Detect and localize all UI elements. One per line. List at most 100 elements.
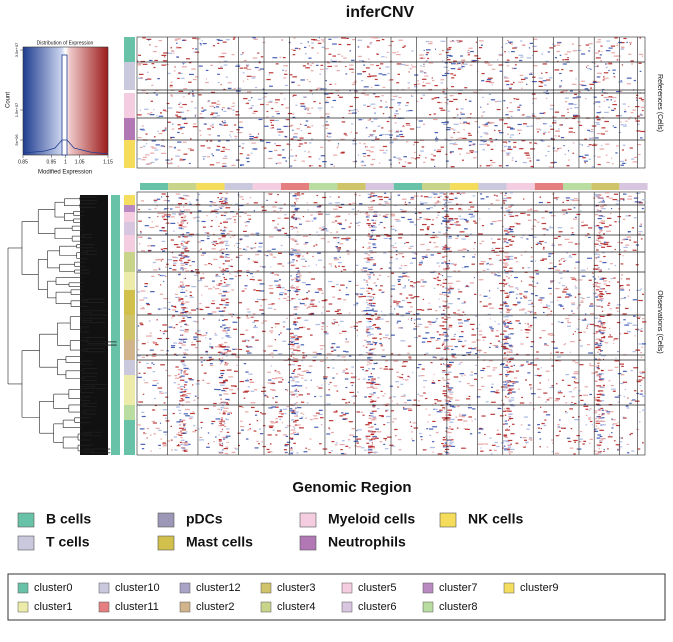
heatmap-cell bbox=[200, 357, 202, 358]
heatmap-cell bbox=[559, 273, 563, 274]
heatmap-cell bbox=[479, 40, 484, 41]
heatmap-cell bbox=[175, 311, 178, 312]
heatmap-cell bbox=[152, 140, 156, 141]
heatmap-cell bbox=[526, 238, 528, 239]
heatmap-cell bbox=[209, 357, 212, 358]
heatmap-cell bbox=[292, 76, 296, 77]
heatmap-cell bbox=[598, 237, 602, 238]
heatmap-cell bbox=[556, 352, 560, 353]
heatmap-cell bbox=[409, 82, 410, 83]
heatmap-cell bbox=[428, 414, 430, 415]
heatmap-cell bbox=[515, 57, 518, 58]
heatmap-cell bbox=[224, 423, 225, 424]
heatmap-cell bbox=[155, 46, 158, 47]
heatmap-cell bbox=[339, 290, 341, 291]
heatmap-cell bbox=[615, 249, 616, 250]
heatmap-cell bbox=[299, 48, 301, 49]
heatmap-cell bbox=[458, 363, 460, 364]
heatmap-cell bbox=[258, 119, 262, 120]
heatmap-cell bbox=[444, 218, 447, 219]
heatmap-cell bbox=[436, 348, 440, 349]
heatmap-cell bbox=[389, 199, 391, 200]
heatmap-cell bbox=[602, 127, 606, 128]
heatmap-cell bbox=[313, 101, 315, 102]
heatmap-cell bbox=[311, 300, 315, 301]
heatmap-cell bbox=[451, 68, 456, 69]
heatmap-cell bbox=[442, 283, 447, 284]
heatmap-cell bbox=[501, 150, 505, 151]
heatmap-cell bbox=[190, 413, 195, 414]
heatmap-cell bbox=[233, 37, 235, 38]
heatmap-cell bbox=[367, 364, 369, 365]
heatmap-cell bbox=[524, 440, 527, 441]
heatmap-cell bbox=[479, 330, 482, 331]
heatmap-cell bbox=[450, 73, 453, 74]
heatmap-cell bbox=[307, 307, 310, 308]
heatmap-cell bbox=[218, 226, 219, 227]
heatmap-cell bbox=[619, 446, 622, 447]
heatmap-cell bbox=[290, 226, 293, 227]
heatmap-cell bbox=[554, 45, 556, 46]
heatmap-cell bbox=[370, 236, 372, 237]
heatmap-cell bbox=[162, 213, 165, 214]
heatmap-cell bbox=[574, 132, 575, 133]
heatmap-cell bbox=[370, 64, 374, 65]
heatmap-cell bbox=[525, 379, 527, 380]
heatmap-cell bbox=[326, 121, 327, 122]
heatmap-cell bbox=[524, 153, 529, 154]
heatmap-cell bbox=[450, 394, 453, 395]
heatmap-cell bbox=[417, 394, 419, 395]
heatmap-cell bbox=[595, 278, 597, 279]
heatmap-cell bbox=[195, 48, 197, 49]
heatmap-cell bbox=[327, 326, 328, 327]
heatmap-cell bbox=[447, 49, 451, 50]
heatmap-cell bbox=[509, 256, 511, 257]
heatmap-cell bbox=[560, 352, 563, 353]
heatmap-cell bbox=[559, 124, 562, 125]
heatmap-cell bbox=[408, 346, 411, 347]
heatmap-cell bbox=[407, 302, 411, 303]
heatmap-cell bbox=[467, 50, 469, 51]
heatmap-cell bbox=[245, 380, 249, 381]
heatmap-cell bbox=[535, 295, 538, 296]
heatmap-cell bbox=[189, 265, 192, 266]
heatmap-cell bbox=[494, 442, 497, 443]
heatmap-cell bbox=[419, 54, 423, 55]
heatmap-cell bbox=[146, 303, 149, 304]
heatmap-cell bbox=[140, 324, 143, 325]
heatmap-cell bbox=[372, 159, 375, 160]
heatmap-cell bbox=[154, 149, 158, 150]
heatmap-cell bbox=[598, 358, 600, 359]
heatmap-cell bbox=[317, 88, 321, 89]
heatmap-cell bbox=[519, 55, 524, 56]
heatmap-cell bbox=[487, 375, 492, 376]
heatmap-cell bbox=[623, 126, 627, 127]
heatmap-cell bbox=[569, 131, 573, 132]
heatmap-cell bbox=[482, 112, 483, 113]
heatmap-cell bbox=[460, 231, 465, 232]
heatmap-cell bbox=[289, 364, 292, 365]
heatmap-cell bbox=[291, 280, 292, 281]
heatmap-cell bbox=[221, 206, 223, 207]
heatmap-cell bbox=[396, 303, 398, 304]
heatmap-cell bbox=[308, 209, 309, 210]
heatmap-cell bbox=[290, 394, 292, 395]
heatmap-cell bbox=[472, 264, 475, 265]
heatmap-cell bbox=[209, 343, 210, 344]
heatmap-cell bbox=[195, 116, 196, 117]
heatmap-cell bbox=[484, 434, 485, 435]
heatmap-cell bbox=[292, 352, 294, 353]
heatmap-cell bbox=[349, 226, 351, 227]
heatmap-cell bbox=[364, 450, 366, 451]
heatmap-cell bbox=[226, 39, 230, 40]
heatmap-cell bbox=[351, 428, 355, 429]
heatmap-cell bbox=[393, 360, 398, 361]
heatmap-cell bbox=[317, 253, 321, 254]
heatmap-cell bbox=[271, 422, 276, 423]
heatmap-cell bbox=[432, 77, 433, 78]
heatmap-cell bbox=[393, 226, 394, 227]
heatmap-cell bbox=[369, 246, 370, 247]
heatmap-cell bbox=[278, 373, 280, 374]
heatmap-cell bbox=[337, 313, 342, 314]
heatmap-cell bbox=[406, 125, 411, 126]
